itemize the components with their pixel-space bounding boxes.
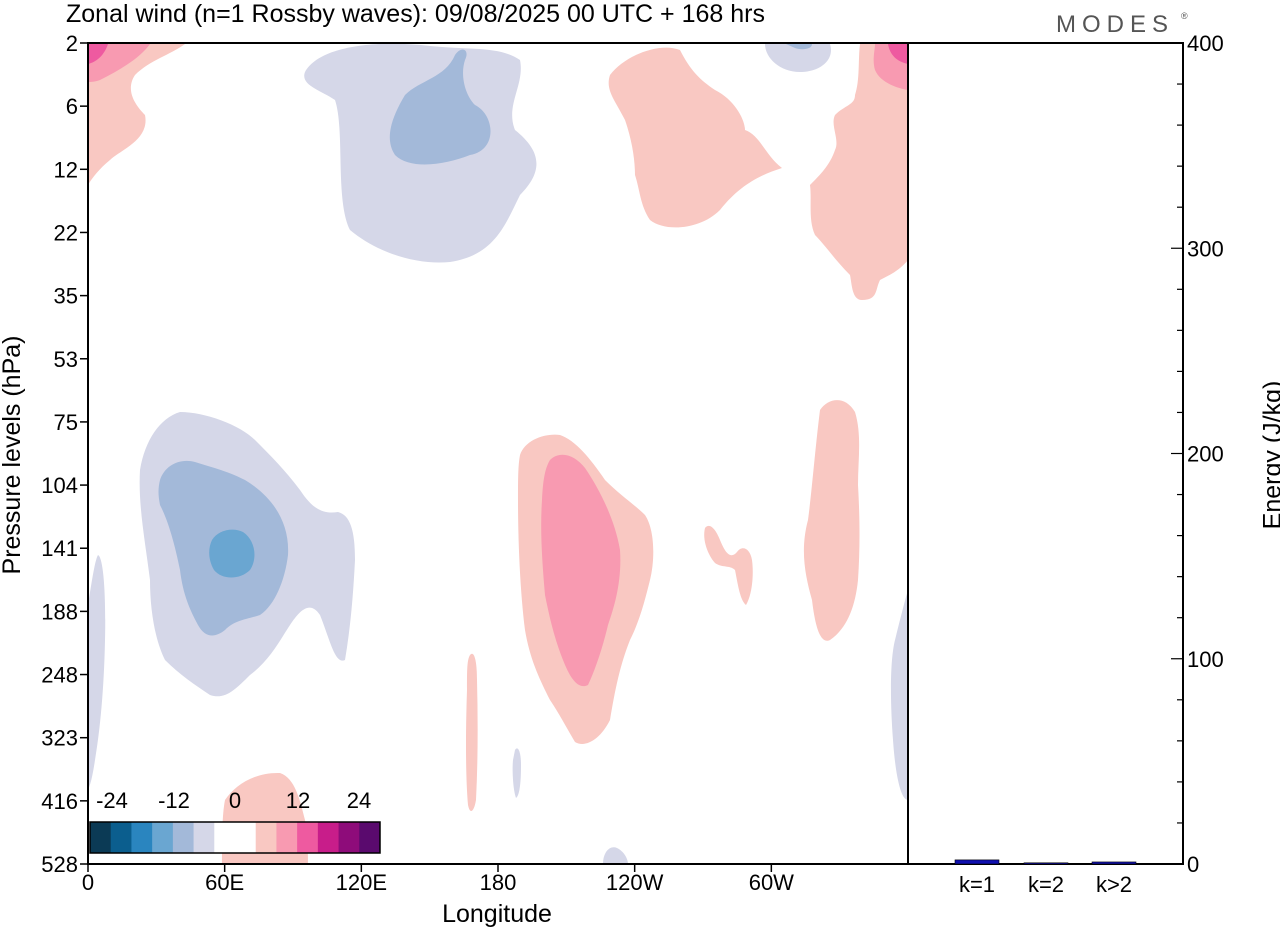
contour-positive-troposphere-mid	[541, 454, 621, 687]
colorbar-frame	[89, 821, 381, 854]
colorbar-cell	[193, 822, 215, 853]
contour-positive-upper-left-mid	[88, 44, 150, 82]
brand-registered-mark: ®	[1181, 11, 1188, 21]
energy-frame	[907, 42, 1184, 865]
contour-plot-area	[88, 43, 908, 864]
colorbar: -24 -12 0 12 24	[89, 788, 381, 854]
contour-negative-top-right-inner	[786, 44, 812, 50]
contour-positive-upper-left-outer	[88, 44, 185, 185]
pressure-tick-label: 323	[41, 726, 78, 751]
contour-negative-troposphere-inner	[209, 529, 255, 578]
pressure-tick-label: 6	[66, 94, 78, 119]
wavenumber-label: k=1	[959, 872, 995, 897]
longitude-tick-label: 60E	[205, 870, 244, 895]
contour-negative-top-right	[765, 44, 831, 72]
colorbar-cell	[255, 822, 277, 853]
colorbar-label-4: 12	[286, 788, 310, 813]
brand-logo: MODES	[1056, 11, 1174, 38]
colorbar-label-2: -12	[158, 788, 190, 813]
pressure-axis: 2 6 12 22 35 53 75 104 141 188 248 323 416 528	[41, 31, 88, 877]
longitude-axis: 0 60E 120E 180 120W 60W	[82, 864, 794, 895]
longitude-tick-label: 180	[480, 870, 517, 895]
contour-negative-left-edge	[88, 555, 106, 790]
colorbar-cell	[235, 822, 257, 853]
colorbar-cell	[359, 822, 381, 853]
pressure-tick-label: 141	[41, 536, 78, 561]
longitude-tick-label: 120W	[606, 870, 664, 895]
colorbar-label-1: -24	[96, 788, 128, 813]
pressure-tick-label: 22	[54, 220, 78, 245]
wavenumber-label: k>2	[1096, 872, 1132, 897]
contour-positive-thin-blob	[466, 653, 478, 812]
colorbar-cell	[90, 822, 112, 853]
contour-positive-east-pacific	[803, 400, 860, 641]
contour-negative-stratosphere-inner	[389, 49, 491, 165]
pressure-tick-label: 248	[41, 663, 78, 688]
colorbar-cell	[276, 822, 298, 853]
y-axis-label: Pressure levels (hPa)	[0, 336, 26, 575]
energy-axis: 0 100 200 300 400	[1171, 31, 1224, 877]
colorbar-cell	[110, 822, 132, 853]
energy-bar	[1023, 862, 1069, 865]
pressure-tick-label: 188	[41, 599, 78, 624]
colorbar-cell	[172, 822, 195, 853]
contour-positive-upper-left-inner	[88, 44, 108, 64]
energy-bar-series	[954, 859, 1137, 865]
wavenumber-axis: k=1 k=2 k>2	[959, 872, 1132, 897]
energy-tick-label: 0	[1187, 852, 1199, 877]
contour-positive-pacific-stratosphere	[608, 47, 782, 228]
colorbar-label-5: 24	[347, 788, 371, 813]
energy-tick-label: 100	[1187, 647, 1224, 672]
longitude-tick-label: 60W	[749, 870, 794, 895]
wavenumber-label: k=2	[1028, 872, 1064, 897]
pressure-tick-label: 104	[41, 473, 78, 498]
energy-tick-label: 400	[1187, 31, 1224, 56]
pressure-tick-label: 416	[41, 789, 78, 814]
colorbar-cell	[297, 822, 319, 853]
contour-positive-right-edge-outer	[810, 44, 908, 300]
energy-bar	[1091, 861, 1137, 865]
energy-axis-label: Energy (J/kg)	[1259, 381, 1280, 530]
colorbar-cell	[338, 822, 360, 853]
colorbar-cell	[317, 822, 340, 853]
contour-positive-blob-1	[704, 525, 753, 605]
longitude-tick-label: 0	[82, 870, 94, 895]
x-axis-label: Longitude	[442, 900, 552, 928]
colorbar-cell	[214, 822, 236, 853]
contour-negative-right-edge	[890, 590, 908, 800]
pressure-tick-label: 2	[66, 31, 78, 56]
energy-tick-label: 200	[1187, 442, 1224, 467]
colorbar-label-3: 0	[229, 788, 241, 813]
pressure-tick-label: 53	[54, 347, 78, 372]
pressure-tick-label: 75	[54, 410, 78, 435]
contour-positive-right-edge-inner	[888, 44, 908, 64]
pressure-tick-label: 35	[54, 284, 78, 309]
contour-negative-thin-blob	[512, 748, 521, 798]
colorbar-cell	[152, 822, 174, 853]
chart-title: Zonal wind (n=1 Rossby waves): 09/08/202…	[66, 0, 765, 28]
pressure-tick-label: 12	[54, 157, 78, 182]
pressure-tick-label: 528	[41, 852, 78, 877]
contour-negative-near-surface	[603, 847, 628, 864]
energy-tick-label: 300	[1187, 236, 1224, 261]
longitude-tick-label: 120E	[336, 870, 387, 895]
colorbar-cell	[131, 822, 153, 853]
energy-bar	[954, 859, 1000, 865]
